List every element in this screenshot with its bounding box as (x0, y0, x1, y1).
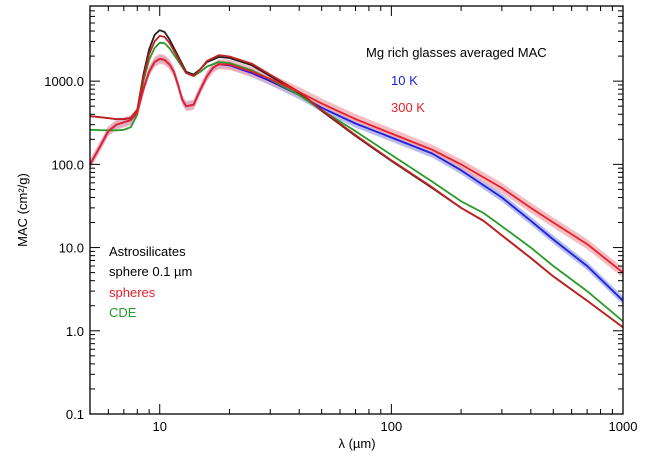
legend-bottom-entry-sphere: sphere 0.1 µm (109, 264, 192, 279)
x-axis-label: λ (µm) (338, 436, 375, 451)
y-tick-label: 10.0 (59, 241, 84, 256)
legend-top-title: Mg rich glasses averaged MAC (366, 45, 547, 60)
y-tick-label: 100.0 (51, 157, 84, 172)
x-tick-label: 1000 (609, 419, 638, 434)
legend-bottom-entry-astrosilicates: Astrosilicates (109, 244, 186, 259)
series-line-2 (89, 29, 624, 329)
y-tick-label: 1000.0 (44, 74, 84, 89)
x-tick-label: 100 (381, 419, 403, 434)
series-line-3 (89, 35, 624, 329)
legend-top-entry-10k: 10 K (391, 73, 418, 88)
plot-frame (89, 5, 624, 415)
x-tick-label: 10 (152, 419, 166, 434)
y-axis-label: MAC (cm²/g) (15, 173, 30, 247)
y-tick-label: 0.1 (66, 407, 84, 422)
series-line-4 (89, 41, 624, 322)
series-line-1 (89, 58, 624, 274)
legend-top-entry-300k: 300 K (391, 100, 425, 115)
axis-ticks: 10 100 1000 0.1 1.0 10.0 100.0 1000.0 (44, 5, 638, 434)
series-lines (89, 29, 624, 329)
legend-bottom-entry-cde: CDE (109, 305, 137, 320)
y-tick-label: 1.0 (66, 324, 84, 339)
legend-bottom-entry-spheres: spheres (109, 285, 156, 300)
